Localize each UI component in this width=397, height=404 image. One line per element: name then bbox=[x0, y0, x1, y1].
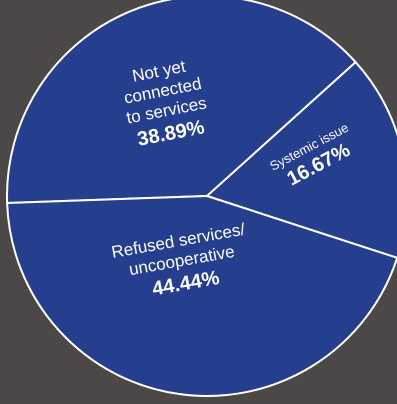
pie-slice-0 bbox=[6, 0, 357, 204]
pie-slices bbox=[6, 0, 397, 397]
pie-slice-1 bbox=[206, 61, 397, 259]
pie-slice-2 bbox=[6, 195, 397, 397]
